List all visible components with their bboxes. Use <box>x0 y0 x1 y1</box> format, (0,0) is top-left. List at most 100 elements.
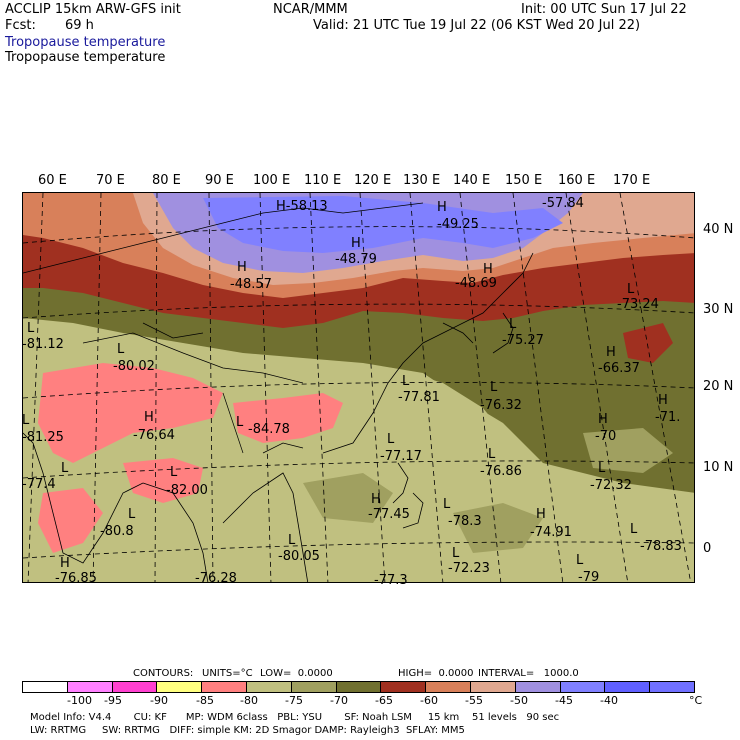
colorbar-swatch <box>426 682 471 692</box>
borders <box>23 202 424 454</box>
colorbar-label: -80 <box>240 694 258 707</box>
pressure-center-mark: H <box>60 556 70 571</box>
model-title: ACCLIP 15km ARW-GFS init <box>5 2 181 17</box>
colorbar-label: -70 <box>330 694 348 707</box>
pressure-center-value: -75.27 <box>502 333 544 348</box>
pressure-center-mark: H <box>483 262 493 277</box>
tropopause-temperature-map <box>22 192 695 583</box>
pressure-center-mark: H <box>371 492 381 507</box>
field-title-secondary: Tropopause temperature <box>5 50 166 65</box>
colorbar-swatch <box>202 682 247 692</box>
colorbar-label: -75 <box>285 694 303 707</box>
brick-red-patch <box>623 323 673 363</box>
pressure-center-mark: H <box>437 200 447 215</box>
forecast-hours: 69 h <box>65 18 94 33</box>
graticule <box>23 193 694 582</box>
colorbar-swatch <box>381 682 427 692</box>
olive-patch <box>453 503 543 553</box>
olive-patch <box>583 428 673 473</box>
pressure-center: H-58.13 <box>276 199 328 214</box>
lon-label: 70 E <box>96 173 125 188</box>
pressure-center-mark: L <box>402 374 410 389</box>
colorbar-label: -55 <box>465 694 483 707</box>
pressure-center-value: -84.78 <box>248 422 290 437</box>
colorbar-swatch <box>291 682 337 692</box>
lat-label: 40 N <box>703 222 734 237</box>
salmon-region <box>38 363 223 463</box>
pressure-center-value: -72.32 <box>590 478 632 493</box>
lon-label: 90 E <box>205 173 234 188</box>
pressure-center-mark: L <box>22 413 30 428</box>
colorbar-label: -65 <box>375 694 393 707</box>
colorbar-label: -60 <box>420 694 438 707</box>
colorbar-swatch <box>336 682 382 692</box>
lon-label: 100 E <box>253 173 291 188</box>
pressure-center-mark: L <box>576 553 584 568</box>
pressure-center-value: -74.91 <box>530 525 572 540</box>
pressure-center-value: -80.05 <box>278 549 320 564</box>
pressure-center-value: -79 <box>578 570 600 585</box>
pressure-center-value: -70 <box>595 429 617 444</box>
pressure-center-mark: H <box>237 260 247 275</box>
lon-label: 120 E <box>354 173 392 188</box>
pressure-center-mark: L <box>509 317 517 332</box>
lon-label: 150 E <box>505 173 543 188</box>
pressure-center-value: -71. <box>655 410 681 425</box>
khaki-patch <box>23 323 523 473</box>
pressure-center-value: -48.79 <box>335 252 377 267</box>
pressure-center-value: -76.86 <box>480 464 522 479</box>
colorbar-swatch <box>67 682 113 692</box>
colorbar <box>22 681 695 693</box>
forecast-label: Fcst: <box>5 18 36 33</box>
pressure-center-value: -72.23 <box>448 561 490 576</box>
colorbar-swatch <box>515 682 561 692</box>
colorbar-label: -40 <box>600 694 618 707</box>
field-title-primary: Tropopause temperature <box>5 35 166 50</box>
lon-label: 110 E <box>304 173 342 188</box>
colorbar-swatch <box>157 682 203 692</box>
pressure-center-value: -66.37 <box>598 361 640 376</box>
pressure-center-value: -77.4 <box>22 477 56 492</box>
contours-units: UNITS=°C <box>202 668 253 679</box>
colorbar-swatch <box>23 682 68 692</box>
pressure-center-value: -78.83 <box>640 539 682 554</box>
pressure-center-mark: L <box>288 533 296 548</box>
pressure-center-mark: H <box>351 236 361 251</box>
pressure-center-value: -76.85 <box>55 571 97 586</box>
lon-label: 170 E <box>613 173 651 188</box>
pressure-center-value: -78.3 <box>448 514 482 529</box>
pressure-center-mark: L <box>627 282 635 297</box>
pressure-center-mark: H <box>536 507 546 522</box>
pressure-center-value: -77.17 <box>380 449 422 464</box>
pressure-center-value: -80.8 <box>100 524 134 539</box>
colorbar-swatch <box>470 682 516 692</box>
pressure-center-value: -57.84 <box>542 196 584 211</box>
colorbar-swatch <box>246 682 292 692</box>
lat-label: 20 N <box>703 379 734 394</box>
pressure-center-value: -77.81 <box>398 390 440 405</box>
pressure-center-mark: H <box>144 410 154 425</box>
colorbar-label: -45 <box>555 694 573 707</box>
lon-label: 60 E <box>38 173 67 188</box>
pressure-center-mark: H <box>598 412 608 427</box>
pressure-center-mark: L <box>27 321 35 336</box>
pressure-center-mark: L <box>488 447 496 462</box>
pressure-center-value: -81.25 <box>22 430 64 445</box>
salmon-region <box>123 458 203 503</box>
colorbar-units: °C <box>689 694 703 707</box>
pressure-center-mark: L <box>452 546 460 561</box>
colorbar-swatch <box>605 682 651 692</box>
pressure-center-value: -76.28 <box>195 571 237 586</box>
lat-label: 30 N <box>703 302 734 317</box>
org-label: NCAR/MMM <box>273 2 348 17</box>
colorbar-label: -95 <box>104 694 122 707</box>
colorbar-swatch <box>560 682 606 692</box>
pressure-center-value: -80.02 <box>113 359 155 374</box>
pressure-center-mark: H <box>606 345 616 360</box>
pressure-center-value: -76.64 <box>133 428 175 443</box>
salmon-region <box>233 393 343 443</box>
pressure-center-mark: L <box>128 507 136 522</box>
pressure-center-mark: H <box>658 393 668 408</box>
pressure-center-value: -48.57 <box>230 277 272 292</box>
pressure-center-value: -81.12 <box>22 337 64 352</box>
